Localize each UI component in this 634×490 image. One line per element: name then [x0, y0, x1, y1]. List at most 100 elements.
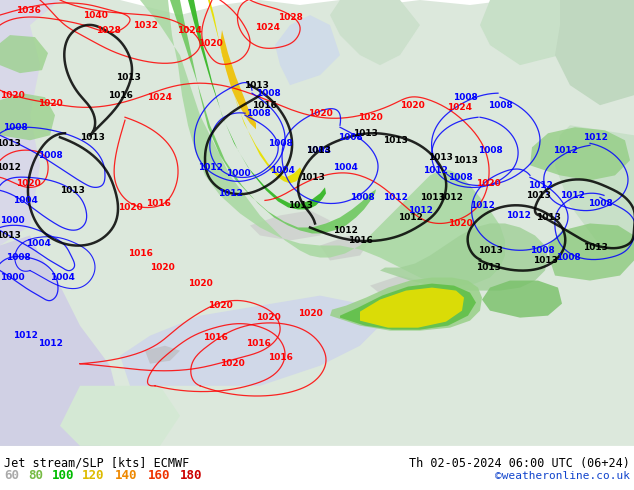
- Text: 1012: 1012: [408, 206, 432, 215]
- Polygon shape: [275, 15, 340, 85]
- Text: 1012: 1012: [382, 193, 408, 202]
- Polygon shape: [380, 223, 548, 291]
- Text: 1004: 1004: [13, 196, 37, 205]
- Text: 1036: 1036: [16, 5, 41, 15]
- Text: 1013: 1013: [79, 133, 105, 142]
- Text: 1000: 1000: [0, 273, 24, 282]
- Polygon shape: [0, 0, 634, 446]
- Text: 1013: 1013: [60, 186, 84, 195]
- Polygon shape: [480, 0, 580, 65]
- Polygon shape: [0, 236, 120, 446]
- Text: 1020: 1020: [150, 263, 174, 272]
- Polygon shape: [530, 127, 630, 180]
- Text: 1012: 1012: [37, 339, 62, 348]
- Text: 1000: 1000: [0, 216, 24, 225]
- Text: ©weatheronline.co.uk: ©weatheronline.co.uk: [495, 471, 630, 481]
- Polygon shape: [0, 35, 48, 73]
- Polygon shape: [482, 281, 562, 318]
- Text: 1013: 1013: [299, 173, 325, 182]
- Text: 1013: 1013: [453, 156, 477, 165]
- Text: 1012: 1012: [398, 213, 422, 222]
- Text: 1008: 1008: [488, 101, 512, 110]
- Text: 1016: 1016: [252, 101, 276, 110]
- Polygon shape: [548, 223, 634, 281]
- Text: 1020: 1020: [37, 98, 62, 108]
- Polygon shape: [330, 277, 482, 331]
- Polygon shape: [220, 30, 256, 129]
- Text: 1008: 1008: [268, 139, 292, 148]
- Text: 1013: 1013: [353, 129, 377, 138]
- Text: 1012: 1012: [560, 191, 585, 200]
- Text: 1020: 1020: [207, 301, 233, 310]
- Text: 1013: 1013: [243, 81, 268, 90]
- Text: 1004: 1004: [333, 163, 358, 172]
- Text: 1012: 1012: [583, 133, 607, 142]
- Polygon shape: [188, 0, 326, 209]
- Text: 1012: 1012: [333, 226, 358, 235]
- Text: 1016: 1016: [108, 91, 133, 99]
- Text: 1013: 1013: [115, 73, 141, 82]
- Text: 1008: 1008: [3, 123, 27, 132]
- Text: Jet stream/SLP [kts] ECMWF: Jet stream/SLP [kts] ECMWF: [4, 457, 190, 470]
- Text: 1008: 1008: [448, 173, 472, 182]
- Text: 1013: 1013: [526, 191, 550, 200]
- Text: 1013: 1013: [476, 263, 500, 272]
- Text: 1020: 1020: [358, 113, 382, 122]
- Text: 1020: 1020: [307, 109, 332, 118]
- Text: 80: 80: [28, 469, 43, 483]
- Text: 1016: 1016: [202, 333, 228, 342]
- Text: 1016: 1016: [347, 236, 372, 245]
- Text: 1012: 1012: [527, 181, 552, 190]
- Text: 1008: 1008: [6, 253, 30, 262]
- Polygon shape: [170, 0, 376, 233]
- Polygon shape: [120, 295, 380, 386]
- Polygon shape: [320, 236, 370, 261]
- Text: 1013: 1013: [477, 246, 502, 255]
- Text: 1024: 1024: [448, 103, 472, 112]
- Text: 1024: 1024: [256, 23, 280, 31]
- Text: 1008: 1008: [555, 253, 580, 262]
- Text: 1028: 1028: [96, 25, 120, 35]
- Text: 1020: 1020: [297, 309, 322, 318]
- Text: 1000: 1000: [226, 169, 250, 178]
- Text: 1004: 1004: [269, 166, 294, 175]
- Text: 1013: 1013: [306, 146, 330, 155]
- Text: 1008: 1008: [529, 246, 554, 255]
- Text: 1013: 1013: [420, 193, 444, 202]
- Text: 1020: 1020: [448, 219, 472, 228]
- Polygon shape: [330, 0, 420, 65]
- Polygon shape: [250, 210, 330, 241]
- Text: 1012: 1012: [423, 166, 448, 175]
- Polygon shape: [0, 93, 55, 140]
- Text: 1008: 1008: [245, 109, 270, 118]
- Text: 1013: 1013: [288, 201, 313, 210]
- Text: 1012: 1012: [553, 146, 578, 155]
- Text: 1024: 1024: [148, 93, 172, 102]
- Text: 60: 60: [4, 469, 19, 483]
- Text: 1013: 1013: [533, 256, 557, 265]
- Text: 1012: 1012: [13, 331, 37, 340]
- Text: 1012: 1012: [217, 189, 242, 198]
- Text: 1020: 1020: [219, 359, 244, 368]
- Text: 1032: 1032: [133, 21, 157, 29]
- Text: 1016: 1016: [127, 249, 152, 258]
- Text: 1020: 1020: [399, 101, 424, 110]
- Text: 1040: 1040: [82, 10, 107, 20]
- Text: 1008: 1008: [256, 89, 280, 98]
- Text: 1012: 1012: [505, 211, 531, 220]
- Polygon shape: [140, 0, 505, 286]
- Text: 1008: 1008: [477, 146, 502, 155]
- Polygon shape: [0, 0, 60, 245]
- Polygon shape: [145, 346, 180, 364]
- Text: 1013: 1013: [536, 213, 560, 222]
- Text: 1008: 1008: [453, 93, 477, 102]
- Text: 1020: 1020: [476, 179, 500, 188]
- Text: 100: 100: [52, 469, 75, 483]
- Text: 1004: 1004: [49, 273, 74, 282]
- Text: 1024: 1024: [178, 25, 202, 35]
- Text: 160: 160: [148, 469, 171, 483]
- Text: 1012: 1012: [470, 201, 495, 210]
- Text: 180: 180: [180, 469, 202, 483]
- Text: 1012: 1012: [0, 163, 20, 172]
- Text: 1012: 1012: [437, 193, 462, 202]
